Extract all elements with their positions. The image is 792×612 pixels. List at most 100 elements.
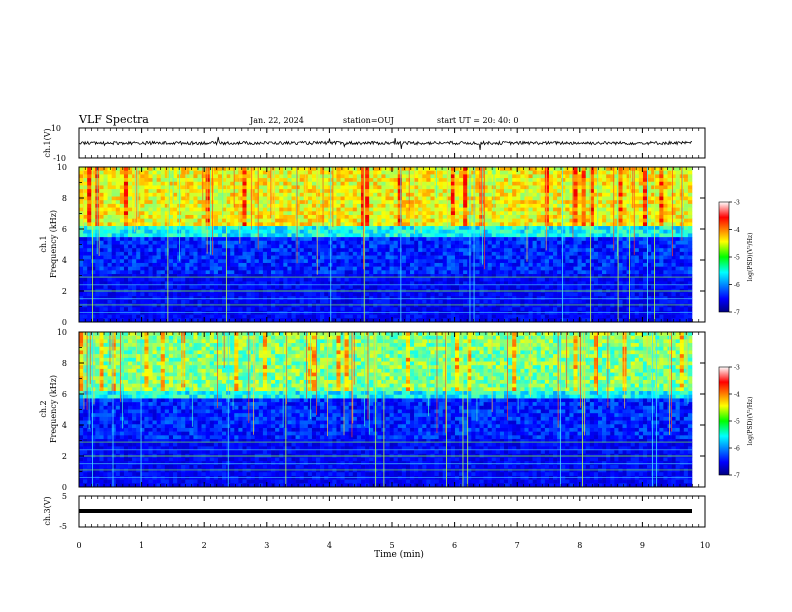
spectrogram-cell [287,318,292,323]
spectrogram-cell [483,178,488,183]
spectrogram-cell [152,211,157,216]
spectrogram-cell [287,181,292,186]
spectrogram-cell [499,281,505,286]
spectrogram-cell [172,196,178,201]
spectrogram-cell [258,192,264,197]
spectrogram-cell [287,214,292,219]
spectrogram-cell [393,318,399,323]
spectrogram-cell [487,178,493,183]
spectrogram-cell [283,292,288,297]
spectrogram-cell [393,178,399,183]
spectrogram-cell [291,222,296,227]
spectrogram-cell [140,200,145,205]
spectrogram-cell [532,259,538,264]
spectrogram-cell [316,281,321,286]
spectrogram-cell [467,222,472,227]
spectrogram-cell [160,266,166,271]
spectrogram-cell [250,192,256,197]
spectrogram-cell [324,189,329,194]
spectrogram-cell [520,203,525,208]
spectrogram-cell [434,251,439,256]
spectrogram-cell [356,277,362,282]
spectrogram-cell [508,170,513,175]
spectrogram-cell [266,178,272,183]
spectrogram-cell [189,233,194,238]
spectrogram-cell [164,189,170,194]
spectrogram-cell [172,237,178,242]
spectrogram-cell [217,189,223,194]
spectrogram-cell [303,262,309,267]
spectrogram-cell [234,259,239,264]
spectrogram-cell [99,203,104,208]
spectrogram-cell [217,255,223,260]
spectrogram-cell [230,314,235,319]
spectrogram-cell [144,200,149,205]
spectrogram-cell [544,170,550,175]
spectrogram-cell [83,211,88,216]
spectrogram-cell [107,281,112,286]
spectrogram-cell [168,277,174,282]
spectrogram-cell [369,178,374,183]
spectrogram-cell [128,170,133,175]
spectrogram-cell [148,285,153,290]
spectrogram-cell [471,251,476,256]
spectrogram-cell [475,196,480,201]
spectrogram-cell [234,303,239,308]
spectrogram-cell [463,318,468,323]
spectrogram-cell [111,303,117,308]
spectrogram-cell [528,277,533,282]
spectrogram-cell [83,229,88,234]
spectrogram-cell [356,218,362,223]
spectrogram-cell [91,233,96,238]
spectrogram-cell [185,285,190,290]
spectrogram-cell [434,248,439,253]
spectrogram-cell [197,274,202,279]
spectrogram-cell [189,174,194,179]
spectrogram-cell [340,203,345,208]
spectrogram-cell [459,248,464,253]
spectrogram-cell [553,259,558,264]
spectrogram-cell [172,244,178,249]
spectrogram-cell [336,281,341,286]
spectrogram-cell [479,229,484,234]
spectrogram-cell [344,318,350,323]
spectrogram-cell [291,281,296,286]
spectrogram-cell [152,185,157,190]
spectrogram-cell [508,200,513,205]
spectrogram-cell [430,214,435,219]
spectrogram-cell [442,189,448,194]
spectrogram-cell [512,314,517,319]
spectrogram-cell [213,248,219,253]
spectrogram-cell [189,299,194,304]
spectrogram-cell [414,285,419,290]
spectrogram-cell [262,285,268,290]
spectrogram-cell [430,240,435,245]
spectrogram-cell [283,181,288,186]
spectrogram-cell [168,259,174,264]
spectrogram-cell [148,167,153,171]
spectrogram-cell [197,192,202,197]
spectrogram-cell [83,196,88,201]
spectrogram-cell [254,248,260,253]
spectrogram-cell [532,266,538,271]
spectrogram-cell [79,274,84,279]
spectrogram-cell [311,211,317,216]
spectrogram-cell [401,270,407,275]
spectrogram-cell [471,277,476,282]
spectrogram-cell [426,189,431,194]
spectrogram-cell [226,274,231,279]
spectrogram-cell [160,259,166,264]
spectrogram-cell [160,281,166,286]
spectrogram-cell [168,299,174,304]
spectrogram-cell [222,218,227,223]
spectrogram-cell [544,192,550,197]
spectrogram-cell [332,251,337,256]
spectrogram-cell [226,248,231,253]
spectrogram-cell [144,181,149,186]
spectrogram-cell [209,189,215,194]
spectrogram-cell [193,274,198,279]
spectrogram-cell [360,292,366,297]
spectrogram-cell [279,244,284,249]
spectrogram-cell [119,214,125,219]
spectrogram-cell [234,251,239,256]
